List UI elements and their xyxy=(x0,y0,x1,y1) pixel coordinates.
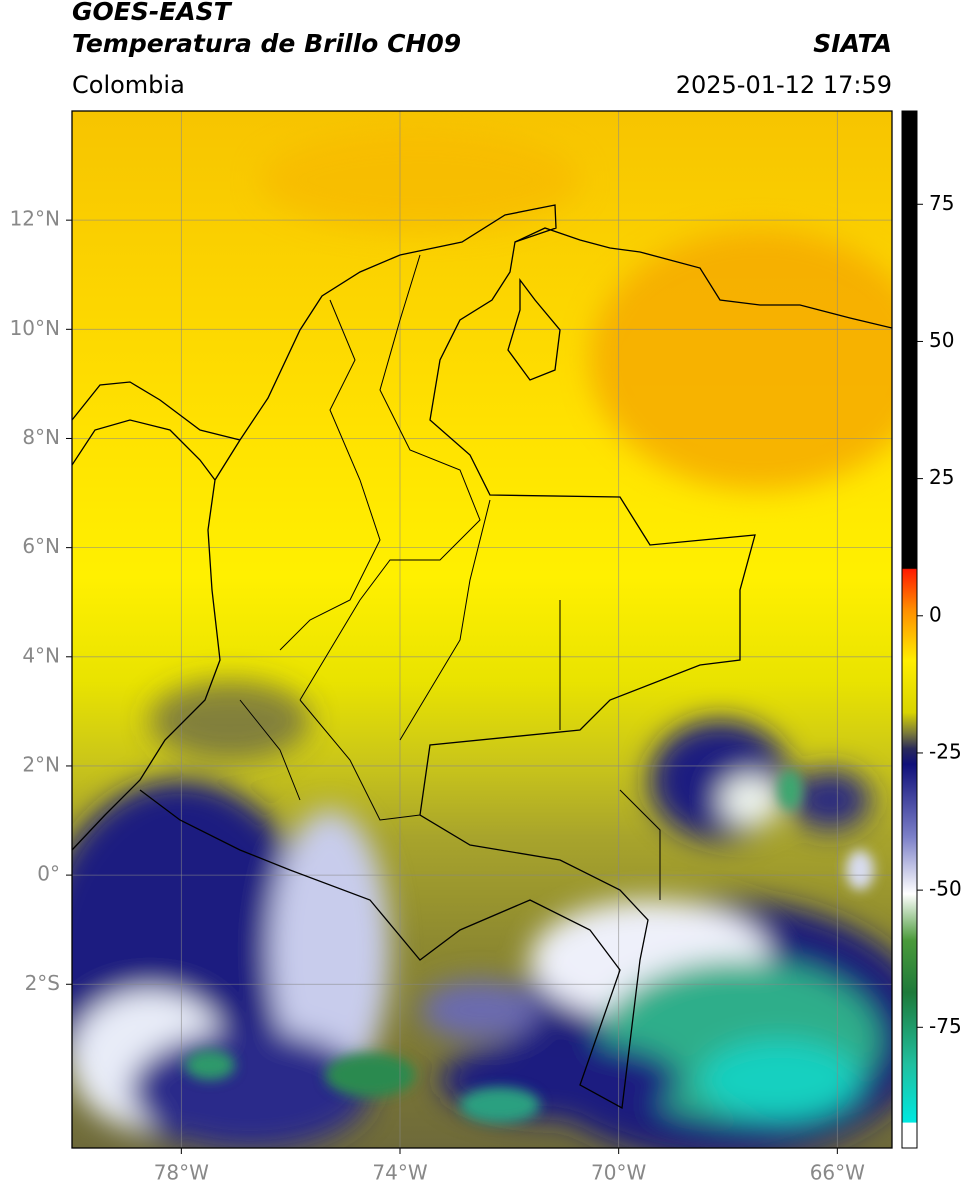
datetime: 2025-01-12 17:59 xyxy=(676,71,892,99)
y-tick-label: 10°N xyxy=(10,316,60,340)
colorbar-tick-label: 50 xyxy=(929,328,954,352)
y-tick-label: 8°N xyxy=(22,425,60,449)
boundaries xyxy=(72,204,892,1110)
y-tick-label: 0° xyxy=(37,862,60,886)
source: SIATA xyxy=(813,29,892,58)
subtitle: Temperatura de Brillo CH09 xyxy=(72,29,461,58)
colorbar-tick-label: -50 xyxy=(929,877,962,901)
colorbar-tick-label: 0 xyxy=(929,602,942,626)
satellite-image xyxy=(72,111,892,1148)
colorbar xyxy=(901,110,918,1149)
x-tick-label: 78°W xyxy=(154,1161,209,1185)
maracaibo xyxy=(507,278,561,381)
colombia-border xyxy=(139,204,756,1110)
x-tick-label: 70°W xyxy=(591,1161,646,1185)
panama-coast xyxy=(72,381,241,481)
region: Colombia xyxy=(72,71,185,99)
y-tick-label: 2°N xyxy=(22,752,60,776)
title: GOES-EAST xyxy=(72,0,233,26)
internal-borders xyxy=(239,254,661,900)
y-tick-label: 4°N xyxy=(22,643,60,667)
x-tick-label: 66°W xyxy=(810,1161,865,1185)
y-tick-label: 2°S xyxy=(25,971,60,995)
map-frame xyxy=(71,110,893,1149)
y-tick-label: 12°N xyxy=(10,207,60,231)
x-tick-label: 74°W xyxy=(372,1161,427,1185)
pacific-coast xyxy=(72,439,241,851)
y-tick-label: 6°N xyxy=(22,534,60,558)
colorbar-tick-label: -25 xyxy=(929,739,962,763)
colorbar-tick-label: 75 xyxy=(929,191,954,215)
colorbar-tick-label: -75 xyxy=(929,1014,962,1038)
colorbar-tick-label: 25 xyxy=(929,465,954,489)
venezuela-coast xyxy=(514,227,892,329)
